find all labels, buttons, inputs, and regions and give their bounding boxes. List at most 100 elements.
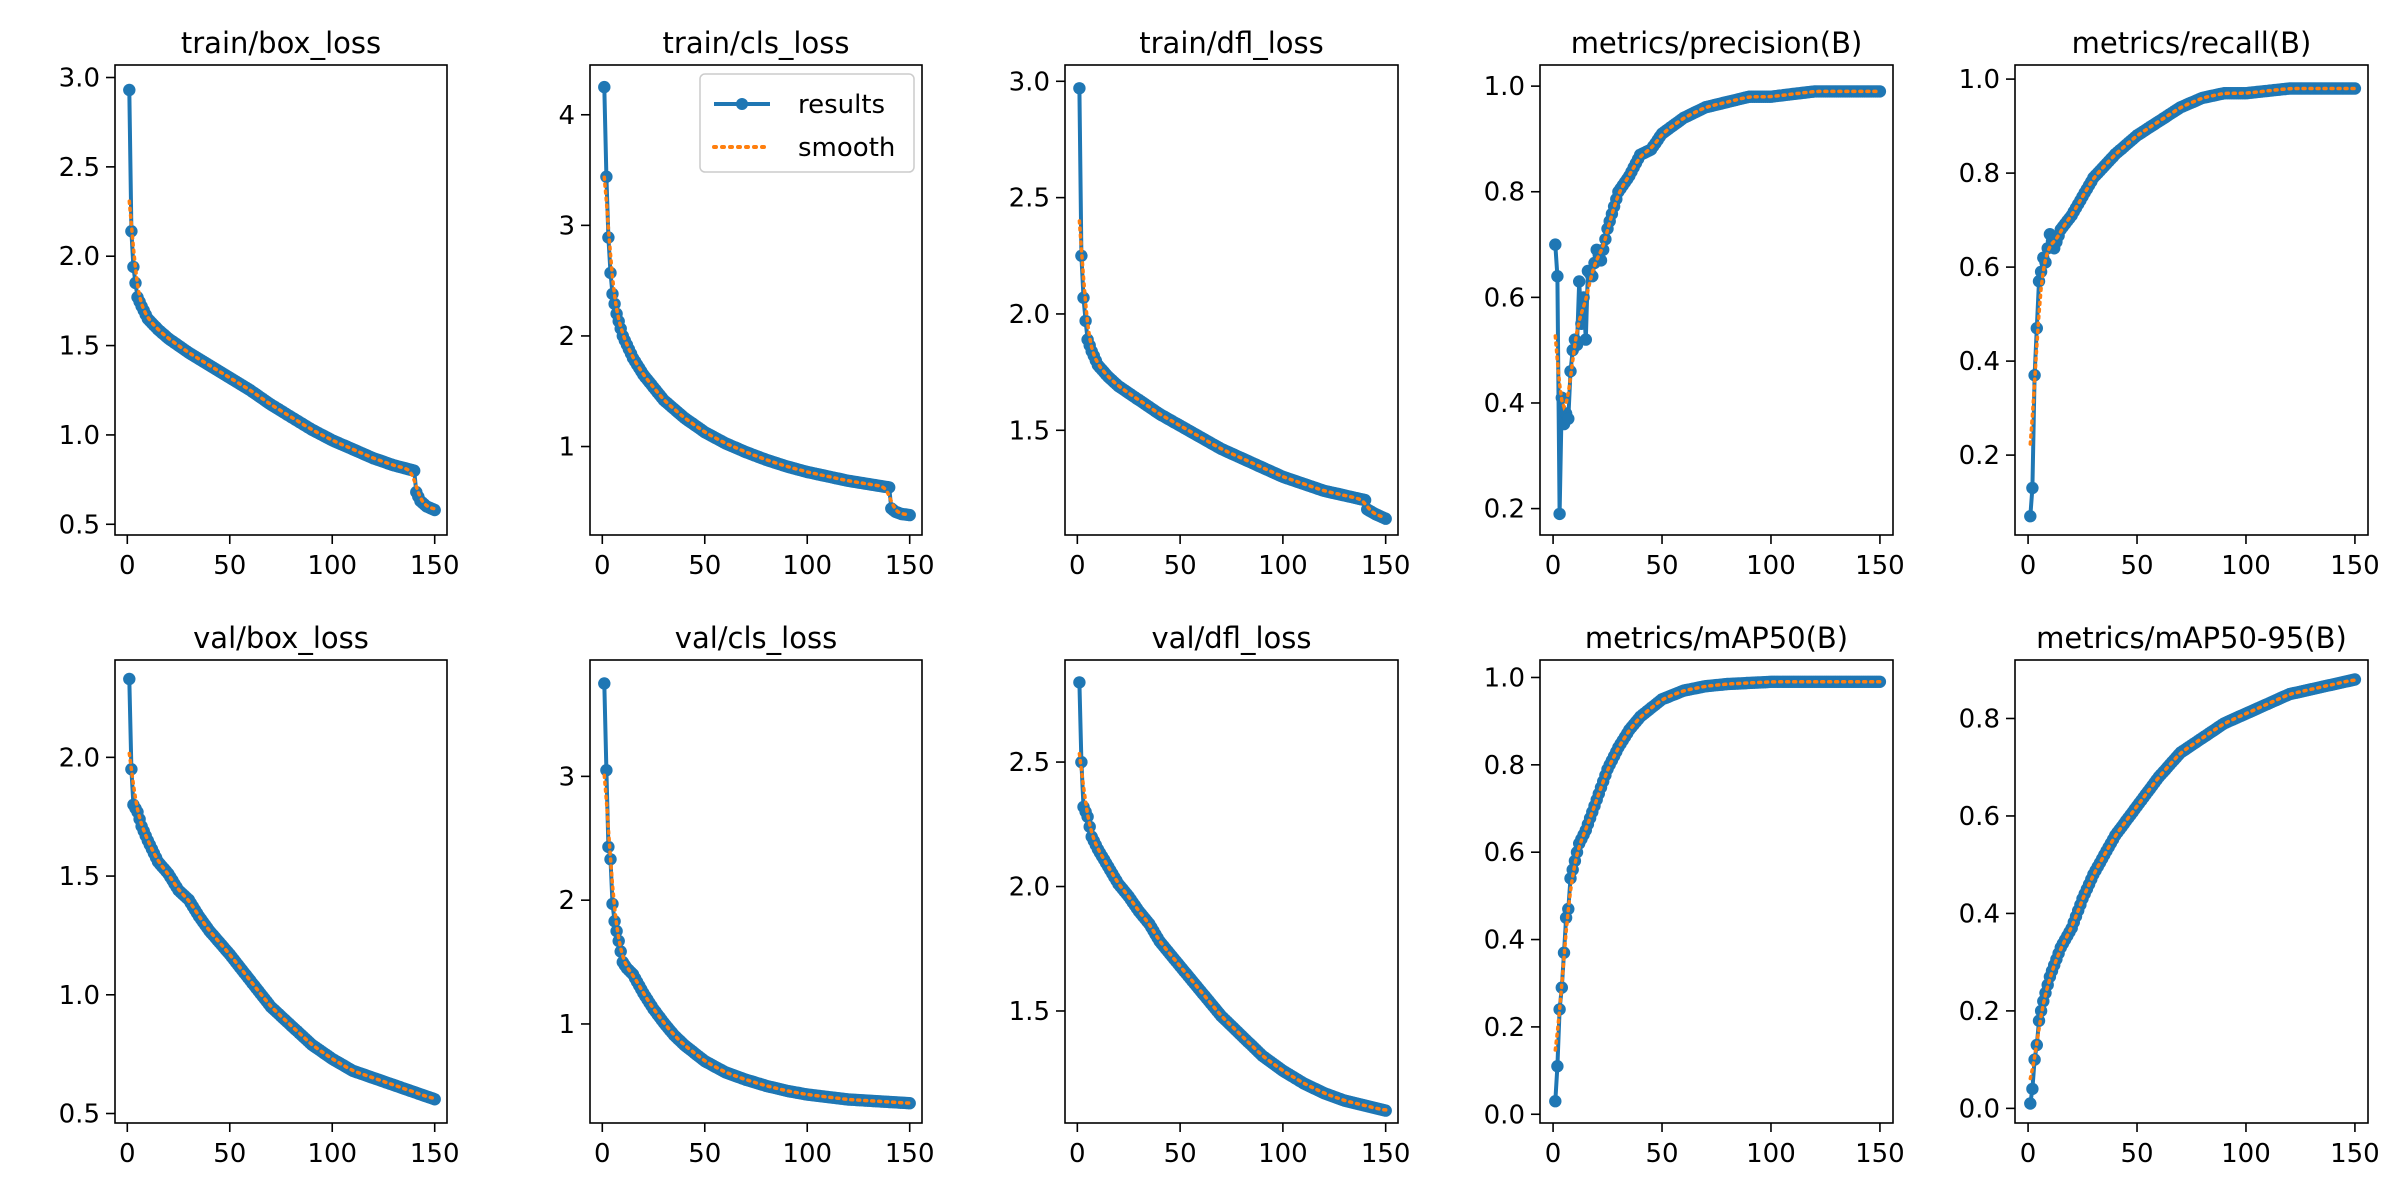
x-tick-label: 50: [688, 551, 721, 581]
x-tick-label: 100: [2221, 551, 2271, 581]
y-tick-label: 0.2: [1484, 495, 1525, 525]
x-tick-label: 50: [688, 1139, 721, 1169]
data-point: [2024, 510, 2037, 523]
data-point: [123, 672, 136, 686]
chart-title: metrics/recall(B): [2072, 26, 2312, 60]
chart-val-dfl-loss: val/dfl_loss 0 50 100 150 1.5 2.0 2.5: [1009, 621, 1411, 1169]
y-tick-label: 0.8: [1959, 704, 2000, 734]
data-point: [903, 508, 916, 522]
y-tick-label: 2.5: [59, 153, 100, 183]
x-tick-label: 0: [2020, 551, 2037, 581]
data-point: [602, 231, 615, 244]
x-tick-label: 0: [1545, 551, 1562, 581]
smooth-line: [1553, 89, 1882, 411]
chart-title: val/box_loss: [193, 621, 369, 655]
x-tick-label: 100: [1258, 1139, 1308, 1169]
smooth-line: [127, 751, 437, 1101]
x-tick-label: 100: [2221, 1139, 2271, 1169]
y-tick-label: 1.5: [1009, 416, 1050, 446]
data-point: [1562, 412, 1575, 425]
data-point: [598, 677, 611, 690]
y-tick-label: 0.0: [1959, 1094, 2000, 1124]
x-tick-label: 100: [1258, 551, 1308, 581]
x-tick-label: 50: [213, 1139, 246, 1169]
axes-frame: [2014, 659, 2369, 1124]
x-tick-label: 150: [1361, 1139, 1411, 1169]
y-tick-label: 0.6: [1484, 838, 1525, 868]
chart-metrics-map50-95-b: metrics/mAP50-95(B) 0 50 100 150 0.0 0.2 0.4 0.6…: [1959, 621, 2380, 1169]
x-tick-label: 150: [885, 1139, 935, 1169]
data-point: [1549, 1095, 1562, 1108]
chart-train-box-loss: train/box_loss 0 50 100 150 0.5 1.0 1.5 2.0 2.5 3.…: [59, 26, 460, 581]
y-tick-label: 1.5: [59, 862, 100, 892]
x-tick-label: 100: [1746, 1139, 1796, 1169]
legend: results smooth: [699, 73, 915, 173]
y-tick-label: 3: [558, 762, 575, 792]
y-tick-label: 1.5: [1009, 997, 1050, 1027]
x-tick-label: 150: [410, 551, 460, 581]
x-tick-label: 50: [1164, 1139, 1197, 1169]
chart-title: train/cls_loss: [663, 26, 850, 60]
data-point: [1358, 493, 1372, 507]
y-tick-label: 0.2: [1484, 1013, 1525, 1043]
data-point: [123, 83, 136, 97]
smooth-line: [127, 199, 437, 511]
y-tick-label: 0.8: [1959, 159, 2000, 189]
x-tick-label: 0: [119, 551, 136, 581]
x-tick-label: 150: [1855, 1139, 1905, 1169]
smooth-line: [1553, 680, 1882, 1052]
y-tick-label: 0.6: [1959, 802, 2000, 832]
chart-metrics-map50-b: metrics/mAP50(B) 0 50 100 150 0.0 0.2 0.4 0.6 0.8…: [1484, 621, 1905, 1169]
chart-title: val/dfl_loss: [1152, 621, 1312, 655]
legend-label-smooth: smooth: [798, 133, 895, 163]
legend-results-marker: [736, 98, 748, 110]
axes-frame: [1064, 659, 1399, 1124]
smooth-line: [602, 175, 912, 517]
data-point: [606, 897, 619, 911]
axes-frame: [1539, 659, 1894, 1124]
data-point: [1073, 82, 1086, 95]
data-point: [1379, 512, 1392, 525]
data-point: [2026, 481, 2039, 495]
data-point: [1873, 85, 1887, 98]
data-point: [1073, 676, 1086, 689]
x-tick-label: 150: [1361, 551, 1411, 581]
y-tick-label: 1.5: [59, 332, 100, 362]
y-tick-label: 3.0: [1009, 67, 1050, 97]
x-tick-label: 50: [1645, 551, 1678, 581]
y-tick-label: 0.2: [1959, 441, 2000, 471]
data-point: [428, 1093, 441, 1106]
chart-title: metrics/precision(B): [1571, 26, 1863, 60]
axes-frame: [2014, 64, 2369, 536]
smooth-line: [2028, 86, 2357, 446]
data-point: [1579, 333, 1593, 346]
x-tick-label: 0: [1545, 1139, 1562, 1169]
chart-title: metrics/mAP50(B): [1585, 621, 1848, 655]
chart-train-cls-loss: train/cls_loss 0 50 100 150 1 2 3 4 results smooth: [558, 26, 934, 581]
x-tick-label: 150: [410, 1139, 460, 1169]
data-point: [1553, 507, 1566, 521]
x-tick-label: 150: [885, 551, 935, 581]
chart-title: val/cls_loss: [675, 621, 837, 655]
axes-frame: [589, 659, 923, 1124]
y-tick-label: 0.4: [1484, 389, 1525, 419]
chart-val-cls-loss: val/cls_loss 0 50 100 150 1 2 3: [558, 621, 934, 1169]
y-tick-label: 1.0: [59, 421, 100, 451]
chart-train-dfl-loss: train/dfl_loss 0 50 100 150 1.5 2.0 2.5 3.0: [1009, 26, 1411, 581]
x-tick-label: 100: [307, 551, 357, 581]
x-tick-label: 50: [1645, 1139, 1678, 1169]
x-tick-label: 0: [1069, 1139, 1086, 1169]
y-tick-label: 1: [558, 433, 575, 463]
y-tick-label: 1: [558, 1010, 575, 1040]
data-point: [2026, 1082, 2039, 1096]
y-tick-label: 1.0: [59, 981, 100, 1011]
data-point: [598, 80, 611, 94]
x-tick-label: 0: [594, 1139, 611, 1169]
chart-title: train/box_loss: [181, 26, 381, 60]
x-tick-label: 100: [782, 1139, 832, 1169]
x-tick-label: 150: [2330, 551, 2380, 581]
axes-frame: [114, 64, 448, 536]
y-tick-label: 1.0: [1484, 663, 1525, 693]
